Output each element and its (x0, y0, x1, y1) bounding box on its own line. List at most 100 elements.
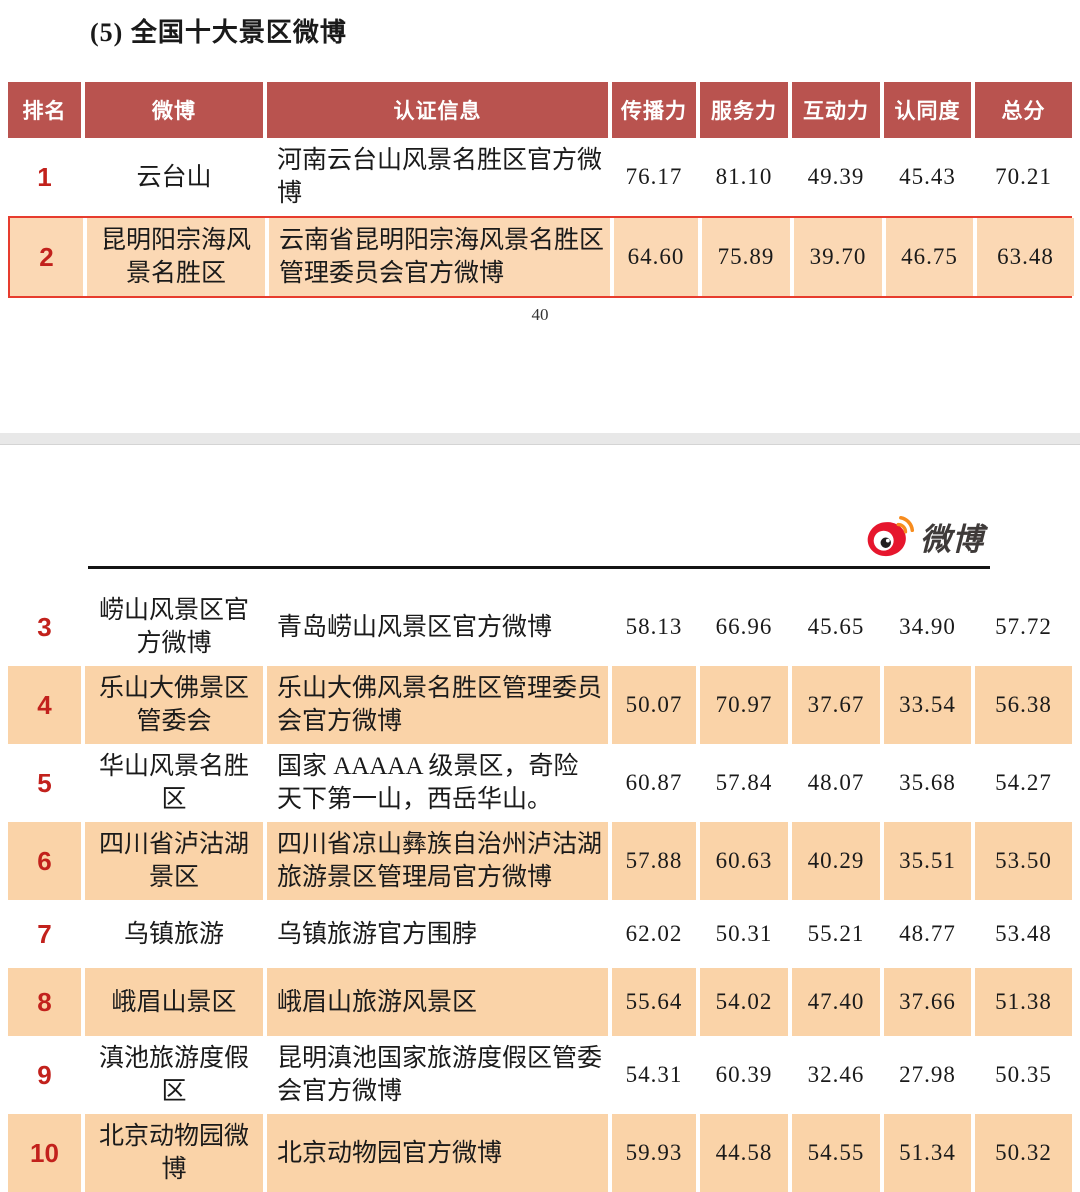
cell-score: 70.21 (995, 163, 1052, 189)
cell-score: 37.67 (792, 666, 880, 744)
table-header-row: 排名 微博 认证信息 传播力 服务力 互动力 认同度 总分 (8, 82, 1072, 138)
header-cell: 微博 (85, 82, 263, 138)
cell-rank: 3 (37, 611, 52, 642)
cell-rank: 2 (10, 218, 83, 296)
header-cell: 传播力 (612, 82, 696, 138)
table-row: 9 滇池旅游度假区 昆明滇池国家旅游度假区管委会官方微博 54.31 60.39 32.4… (8, 1036, 1072, 1114)
cell-score: 35.51 (884, 822, 971, 900)
cell-rank: 4 (8, 666, 81, 744)
cell-score: 75.89 (702, 218, 790, 296)
cell-weibo-name: 昆明阳宗海风景名胜区 (87, 218, 265, 296)
cell-weibo-name: 峨眉山景区 (85, 968, 263, 1036)
cell-weibo-name: 乐山大佛景区管委会 (85, 666, 263, 744)
table-row: 8 峨眉山景区 峨眉山旅游风景区 55.64 54.02 47.40 37.66 51.38 (8, 968, 1072, 1036)
cell-score: 44.58 (700, 1114, 788, 1192)
cell-score: 76.17 (625, 163, 683, 189)
cell-score: 53.50 (975, 822, 1072, 900)
cell-score: 60.87 (625, 769, 683, 795)
cell-score: 40.29 (792, 822, 880, 900)
cell-score: 66.96 (715, 613, 773, 639)
cell-cert-info: 青岛崂山风景区官方微博 (277, 613, 553, 641)
cell-score: 55.64 (612, 968, 696, 1036)
cell-score: 48.07 (807, 769, 865, 795)
weibo-icon (867, 516, 915, 557)
cell-weibo-name: 云台山 (136, 163, 212, 191)
cell-score: 32.46 (807, 1061, 865, 1087)
cell-score: 62.02 (625, 920, 683, 946)
cell-score: 59.93 (612, 1114, 696, 1192)
cell-score: 35.68 (899, 769, 956, 795)
ranking-table-bottom: 3 崂山风景区官方微博 青岛崂山风景区官方微博 58.13 66.96 45.65 34.9… (8, 588, 1072, 1192)
cell-cert-info: 昆明滇池国家旅游度假区管委会官方微博 (277, 1045, 603, 1105)
cell-rank: 6 (8, 822, 81, 900)
cell-score: 39.70 (794, 218, 882, 296)
cell-score: 63.48 (977, 218, 1074, 296)
cell-cert-info: 峨眉山旅游风景区 (267, 968, 608, 1036)
cell-weibo-name: 滇池旅游度假区 (98, 1045, 249, 1105)
cell-score: 81.10 (715, 163, 773, 189)
cell-weibo-name: 四川省泸沽湖景区 (85, 822, 263, 900)
cell-score: 58.13 (625, 613, 683, 639)
cell-score: 50.32 (975, 1114, 1072, 1192)
cell-cert-info: 乌镇旅游官方围脖 (277, 920, 478, 948)
cell-rank: 9 (37, 1059, 52, 1090)
weibo-logo-text: 微博 (920, 521, 984, 557)
cell-rank: 1 (37, 161, 52, 192)
cell-rank: 7 (37, 918, 52, 949)
header-cell: 排名 (8, 82, 81, 138)
cell-score: 50.31 (715, 920, 773, 946)
cell-cert-info: 国家 AAAAA 级景区，奇险天下第一山，西岳华山。 (277, 753, 579, 813)
cell-score: 57.88 (612, 822, 696, 900)
cell-cert-info: 河南云台山风景名胜区官方微博 (277, 147, 603, 207)
cell-score: 70.97 (700, 666, 788, 744)
table-row: 2 昆明阳宗海风景名胜区 云南省昆明阳宗海风景名胜区管理委员会官方微博 64.60 75… (8, 216, 1074, 298)
cell-score: 27.98 (899, 1061, 956, 1087)
cell-score: 47.40 (792, 968, 880, 1036)
header-rule (88, 566, 990, 569)
header-cell: 服务力 (700, 82, 788, 138)
cell-weibo-name: 乌镇旅游 (123, 920, 224, 948)
table-body-bottom: 3 崂山风景区官方微博 青岛崂山风景区官方微博 58.13 66.96 45.65 34.9… (8, 588, 1072, 1192)
cell-score: 46.75 (886, 218, 973, 296)
cell-score: 55.21 (807, 920, 865, 946)
cell-score: 57.72 (995, 613, 1052, 639)
cell-cert-info: 北京动物园官方微博 (267, 1114, 608, 1192)
table-row: 5 华山风景名胜区 国家 AAAAA 级景区，奇险天下第一山，西岳华山。 60.87 5… (8, 744, 1072, 822)
cell-score: 54.27 (995, 769, 1052, 795)
pdf-page-2: 微博 3 崂山风景区官方微博 青岛崂山风景区官方微博 58.13 66.96 45.65 3… (0, 445, 1080, 1192)
cell-score: 50.35 (995, 1061, 1052, 1087)
cell-score: 56.38 (975, 666, 1072, 744)
table-row: 3 崂山风景区官方微博 青岛崂山风景区官方微博 58.13 66.96 45.65 34.9… (8, 588, 1072, 666)
cell-cert-info: 四川省凉山彝族自治州泸沽湖旅游景区管理局官方微博 (267, 822, 608, 900)
cell-score: 54.31 (625, 1061, 683, 1087)
cell-score: 45.65 (807, 613, 865, 639)
cell-weibo-name: 崂山风景区官方微博 (98, 597, 249, 657)
cell-score: 54.02 (700, 968, 788, 1036)
table-row: 4 乐山大佛景区管委会 乐山大佛风景名胜区管理委员会官方微博 50.07 70.97 37… (8, 666, 1072, 744)
cell-score: 45.43 (899, 163, 956, 189)
cell-rank: 5 (37, 767, 52, 798)
table-body-top: 1 云台山 河南云台山风景名胜区官方微博 76.17 81.10 49.39 45.43 70… (8, 138, 1074, 298)
header-cell: 认同度 (884, 82, 971, 138)
table-row: 1 云台山 河南云台山风景名胜区官方微博 76.17 81.10 49.39 45.43 70… (8, 138, 1072, 216)
cell-score: 51.34 (884, 1114, 971, 1192)
cell-score: 49.39 (807, 163, 865, 189)
cell-score: 48.77 (899, 920, 956, 946)
cell-weibo-name: 华山风景名胜区 (98, 753, 249, 813)
table-row: 10 北京动物园微博 北京动物园官方微博 59.93 44.58 54.55 51.34 50… (8, 1114, 1072, 1192)
cell-cert-info: 乐山大佛风景名胜区管理委员会官方微博 (267, 666, 608, 744)
header-cell: 总分 (975, 82, 1072, 138)
cell-score: 33.54 (884, 666, 971, 744)
cell-score: 51.38 (975, 968, 1072, 1036)
cell-score: 60.63 (700, 822, 788, 900)
cell-cert-info: 云南省昆明阳宗海风景名胜区管理委员会官方微博 (269, 218, 610, 296)
cell-rank: 10 (8, 1114, 81, 1192)
section-title: (5) 全国十大景区微博 (90, 18, 347, 47)
page-divider (0, 433, 1080, 445)
page-number: 40 (531, 305, 549, 324)
table-row: 7 乌镇旅游 乌镇旅游官方围脖 62.02 50.31 55.21 48.77 53.48 (8, 900, 1072, 968)
pdf-page-1: (5) 全国十大景区微博 排名 微博 认证信息 传播力 服务力 互动力 认同度 总分 1 云台山… (0, 0, 1080, 433)
cell-score: 57.84 (715, 769, 773, 795)
table-row: 6 四川省泸沽湖景区 四川省凉山彝族自治州泸沽湖旅游景区管理局官方微博 57.88 60… (8, 822, 1072, 900)
cell-score: 37.66 (884, 968, 971, 1036)
